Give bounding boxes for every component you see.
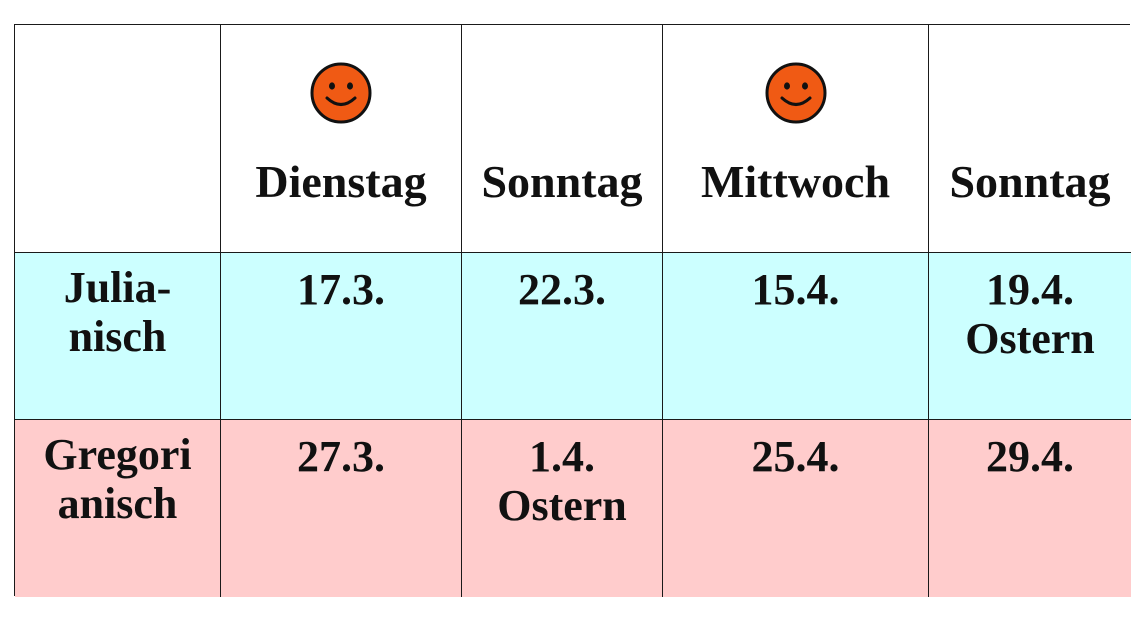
gregorian-date-cell: 27.3. (221, 420, 462, 597)
easter-note: Ostern (497, 481, 627, 531)
day-label: Mittwoch (700, 156, 891, 207)
header-cell-sunday-2: Sonntag (929, 25, 1131, 253)
date-value: 17.3. (297, 265, 385, 314)
julian-date-cell: 19.4. Ostern (929, 253, 1131, 420)
day-label: Sonntag (949, 156, 1111, 207)
date-value: 1.4. (529, 432, 595, 481)
header-cell-sunday-1: Sonntag (462, 25, 663, 253)
calendar-comparison-table: Dienstag Sonntag Mittwoch Sonntag Julia-… (14, 24, 1131, 597)
julian-date-cell: 22.3. (462, 253, 663, 420)
gregorian-date-cell: 1.4. Ostern (462, 420, 663, 597)
julian-date-cell: 15.4. (663, 253, 929, 420)
row-label-gregorian: Gregori anisch (15, 420, 221, 597)
date-value: 25.4. (751, 432, 840, 481)
row-label-line: nisch (68, 312, 167, 362)
row-label-line: Julia- (63, 263, 172, 312)
gregorian-date-cell: 25.4. (663, 420, 929, 597)
julian-date-cell: 17.3. (221, 253, 462, 420)
row-label-julian: Julia- nisch (15, 253, 221, 420)
smiley-icon (310, 62, 372, 124)
corner-cell (15, 25, 221, 253)
date-value: 22.3. (518, 265, 606, 314)
day-label: Dienstag (255, 156, 427, 207)
row-label-line: Gregori (43, 430, 192, 479)
date-value: 29.4. (986, 432, 1074, 481)
easter-note: Ostern (965, 314, 1095, 364)
date-value: 15.4. (751, 265, 840, 314)
row-label-line: anisch (57, 479, 178, 529)
header-cell-wednesday: Mittwoch (663, 25, 929, 253)
header-cell-tuesday: Dienstag (221, 25, 462, 253)
date-value: 27.3. (297, 432, 385, 481)
smiley-icon (765, 62, 826, 124)
gregorian-date-cell: 29.4. (929, 420, 1131, 597)
date-value: 19.4. (986, 265, 1074, 314)
day-label: Sonntag (481, 156, 643, 207)
